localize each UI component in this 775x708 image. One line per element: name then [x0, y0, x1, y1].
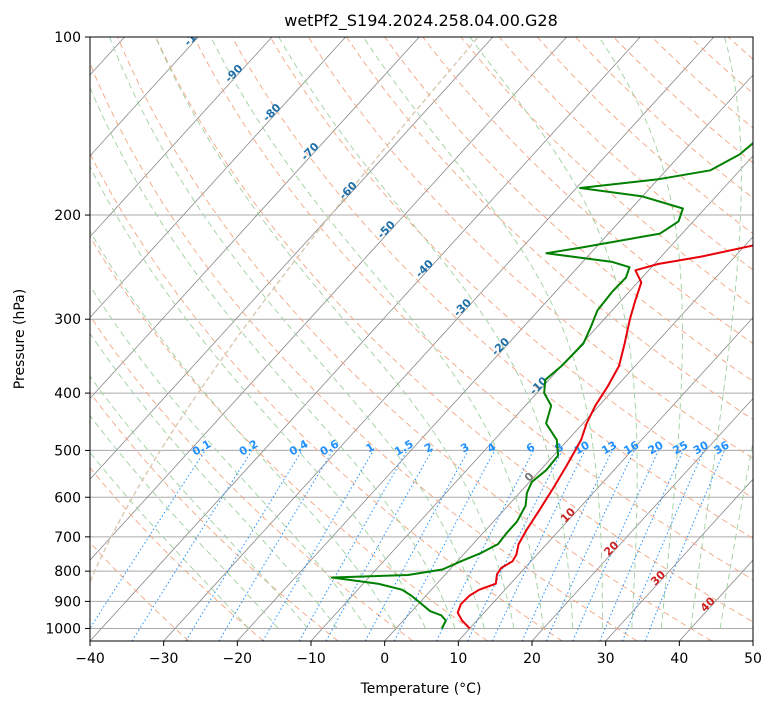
chart-title: wetPf2_S194.2024.258.04.00.G28	[284, 11, 558, 31]
y-tick-label: 400	[54, 386, 81, 402]
dry-adiabat-line	[308, 37, 753, 459]
mixing-ratio-line	[621, 450, 705, 641]
moist-adiabat-line	[90, 284, 367, 629]
mixing-ratio-line	[364, 450, 469, 641]
dry-adiabat-line	[346, 37, 753, 421]
x-tick-label: 0	[380, 651, 389, 667]
dry-adiabat-line	[117, 37, 712, 641]
moist-adiabat-line	[154, 37, 515, 629]
mixing-ratio-line	[599, 450, 684, 641]
isotherm-line	[384, 236, 753, 641]
x-tick-label: 40	[670, 651, 688, 667]
x-axis-title: Temperature (°C)	[360, 681, 482, 697]
x-tick-label: 20	[523, 651, 541, 667]
x-tick-label: 10	[449, 651, 467, 667]
dry-adiabats	[90, 37, 753, 641]
isotherm-line	[90, 37, 641, 641]
x-axis-ticks: −40 −30 −20 −10 0 10 20 30 40 50	[75, 641, 762, 667]
dry-adiabat-line	[90, 541, 190, 641]
dry-adiabat-line	[90, 62, 638, 641]
x-tick-label: −40	[75, 651, 105, 667]
isotherm-line	[90, 37, 420, 400]
grid-lines	[90, 37, 753, 629]
isotherm-line	[90, 37, 567, 561]
dry-adiabat-line	[231, 37, 753, 540]
isotherm-line	[531, 397, 753, 641]
mixing-ratio-line	[467, 450, 563, 641]
isotherm-line	[90, 37, 346, 319]
profile-series	[331, 141, 753, 630]
dry-adiabat-line	[90, 152, 563, 641]
moist-adiabat-line	[90, 375, 309, 629]
skewed-isotherms	[90, 37, 753, 641]
x-tick-label: −30	[149, 651, 179, 667]
mixing-ratio-line	[572, 450, 660, 641]
isotherm-line	[163, 37, 715, 641]
dry-adiabat-line	[269, 37, 753, 499]
moist-adiabat-line	[90, 230, 397, 629]
mixing-ratio-lines	[90, 450, 725, 641]
isotherm-line	[458, 316, 753, 641]
plot-frame	[89, 36, 754, 642]
x-tick-label: −10	[296, 651, 326, 667]
dry-adiabat-label: -100	[181, 20, 210, 49]
moist-adiabat-line	[109, 37, 485, 629]
reference-curve	[90, 37, 479, 584]
moist-adiabat-line	[362, 37, 603, 629]
isotherm-line	[90, 37, 199, 157]
moist-adiabat-line	[278, 37, 574, 629]
dry-adiabat-line	[90, 235, 488, 641]
y-tick-label: 800	[54, 564, 81, 580]
moist-adiabat-line	[469, 37, 638, 629]
mixing-ratio-line	[298, 450, 408, 641]
moist-adiabat-line	[90, 332, 338, 629]
mixing-ratio-line	[435, 450, 535, 641]
mixing-ratio-line	[325, 450, 433, 641]
dry-adiabat-line	[90, 467, 264, 641]
y-tick-label: 200	[54, 208, 81, 224]
dry-adiabat-line	[193, 37, 753, 581]
y-axis-ticks: 1000 900 800 700 600 500 400 300 200 100	[45, 30, 90, 637]
dry-adiabat-line	[155, 37, 753, 623]
moist-adiabat-line	[719, 440, 753, 629]
temperature-profile-line	[456, 244, 753, 630]
isotherm-line	[90, 37, 494, 480]
y-tick-label: 600	[54, 490, 81, 506]
moist-adiabat-line	[690, 37, 742, 629]
y-tick-label: 100	[54, 30, 81, 46]
moist-adiabat-line	[90, 86, 456, 629]
y-tick-label: 300	[54, 312, 81, 328]
moist-adiabats	[90, 37, 753, 629]
moist-adiabat-line	[210, 37, 544, 629]
moist-adiabat-line	[598, 37, 683, 629]
y-tick-label: 500	[54, 443, 81, 459]
x-tick-label: 30	[597, 651, 615, 667]
x-tick-label: −20	[223, 651, 253, 667]
y-axis-title: Pressure (hPa)	[12, 289, 28, 389]
dewpoint-profile-line	[331, 141, 753, 629]
mixing-ratio-line	[90, 450, 206, 630]
moist-adiabat-line	[90, 165, 426, 629]
y-tick-label: 900	[54, 594, 81, 610]
y-tick-label: 1000	[45, 621, 81, 637]
y-tick-label: 700	[54, 530, 81, 546]
mixing-ratio-line	[644, 450, 725, 641]
isotherm-line	[237, 74, 753, 641]
isotherm-line	[605, 478, 753, 641]
x-tick-label: 50	[744, 651, 762, 667]
mixing-ratio-line	[185, 450, 303, 641]
isotherm-line	[90, 37, 273, 238]
